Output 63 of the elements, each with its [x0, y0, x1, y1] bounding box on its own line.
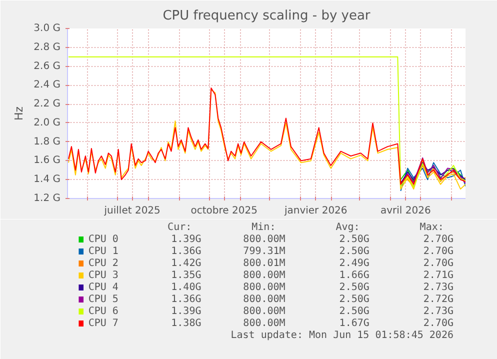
- text: 2.70G: [423, 258, 454, 269]
- text: Min:: [252, 222, 276, 233]
- text: 2.50G: [339, 234, 370, 245]
- text: 1.40G: [171, 282, 202, 293]
- text: 2.72G: [423, 294, 454, 305]
- text: 2.71G: [423, 270, 454, 281]
- text: 2.50G: [339, 306, 370, 317]
- text: 800.01M: [243, 258, 286, 269]
- text: Cur:: [168, 222, 192, 233]
- text: 1.66G: [339, 270, 370, 281]
- legend-label: CPU 2: [88, 258, 118, 269]
- y-tick-label: 1.8 G: [34, 136, 61, 148]
- text: 2.50G: [339, 282, 370, 293]
- y-tick-label: 2.4 G: [34, 80, 61, 91]
- text: 800.00M: [243, 234, 286, 245]
- text: 800.00M: [243, 270, 286, 281]
- y-tick-label: 2.0 G: [34, 117, 61, 128]
- legend-label: CPU 6: [88, 306, 118, 317]
- y-tick-label: 1.6 G: [34, 155, 61, 166]
- legend-label: CPU 1: [88, 246, 118, 257]
- text: 1.35G: [171, 270, 202, 281]
- text: 1.42G: [171, 258, 202, 269]
- legend-label: CPU 7: [88, 318, 118, 329]
- y-tick-label: 2.2 G: [34, 98, 61, 110]
- text: 2.49G: [339, 258, 370, 269]
- legend-label: CPU 0: [88, 234, 118, 245]
- x-tick-label: juillet 2025: [103, 206, 160, 216]
- text: 1.36G: [171, 246, 202, 257]
- y-tick-label: 1.2 G: [34, 193, 61, 204]
- text: 2.70G: [423, 234, 454, 245]
- text: 799.31M: [243, 246, 286, 257]
- text: 2.50G: [339, 294, 370, 305]
- text: 2.73G: [423, 306, 454, 317]
- x-tick-label: janvier 2026: [283, 206, 348, 216]
- text: 800.00M: [243, 294, 286, 305]
- line-series: [68, 56, 466, 188]
- line-series: [400, 162, 466, 192]
- y-tick-label: 3.0 G: [34, 23, 61, 34]
- text: Avg:: [336, 222, 360, 233]
- legend-label: CPU 4: [88, 282, 118, 293]
- x-tick-label: avril 2026: [380, 206, 431, 216]
- text: 2.70G: [423, 246, 454, 257]
- text: 2.50G: [339, 246, 370, 257]
- text: 2.70G: [423, 318, 454, 329]
- text: 800.00M: [243, 318, 286, 329]
- legend-label: CPU 3: [88, 270, 118, 281]
- text: 1.36G: [171, 294, 202, 305]
- chart-title: CPU frequency scaling - by year: [162, 8, 371, 24]
- text: 1.67G: [339, 318, 370, 329]
- y-axis-title: Hz: [12, 106, 26, 121]
- y-tick-label: 2.8 G: [34, 42, 61, 53]
- text: 1.39G: [171, 234, 202, 245]
- text: 800.00M: [243, 282, 286, 293]
- text: 800.00M: [243, 306, 286, 317]
- y-tick-label: 1.4 G: [34, 174, 61, 186]
- text: 1.39G: [171, 306, 202, 317]
- y-tick-label: 2.6 G: [34, 60, 61, 72]
- text: Last update: Mon Jun 15 01:58:45 2026: [230, 330, 454, 341]
- text: Max:: [420, 222, 444, 233]
- text: 1.38G: [171, 318, 202, 329]
- legend-label: CPU 5: [88, 294, 118, 305]
- x-tick-label: octobre 2025: [190, 206, 258, 216]
- text: 2.73G: [423, 282, 454, 293]
